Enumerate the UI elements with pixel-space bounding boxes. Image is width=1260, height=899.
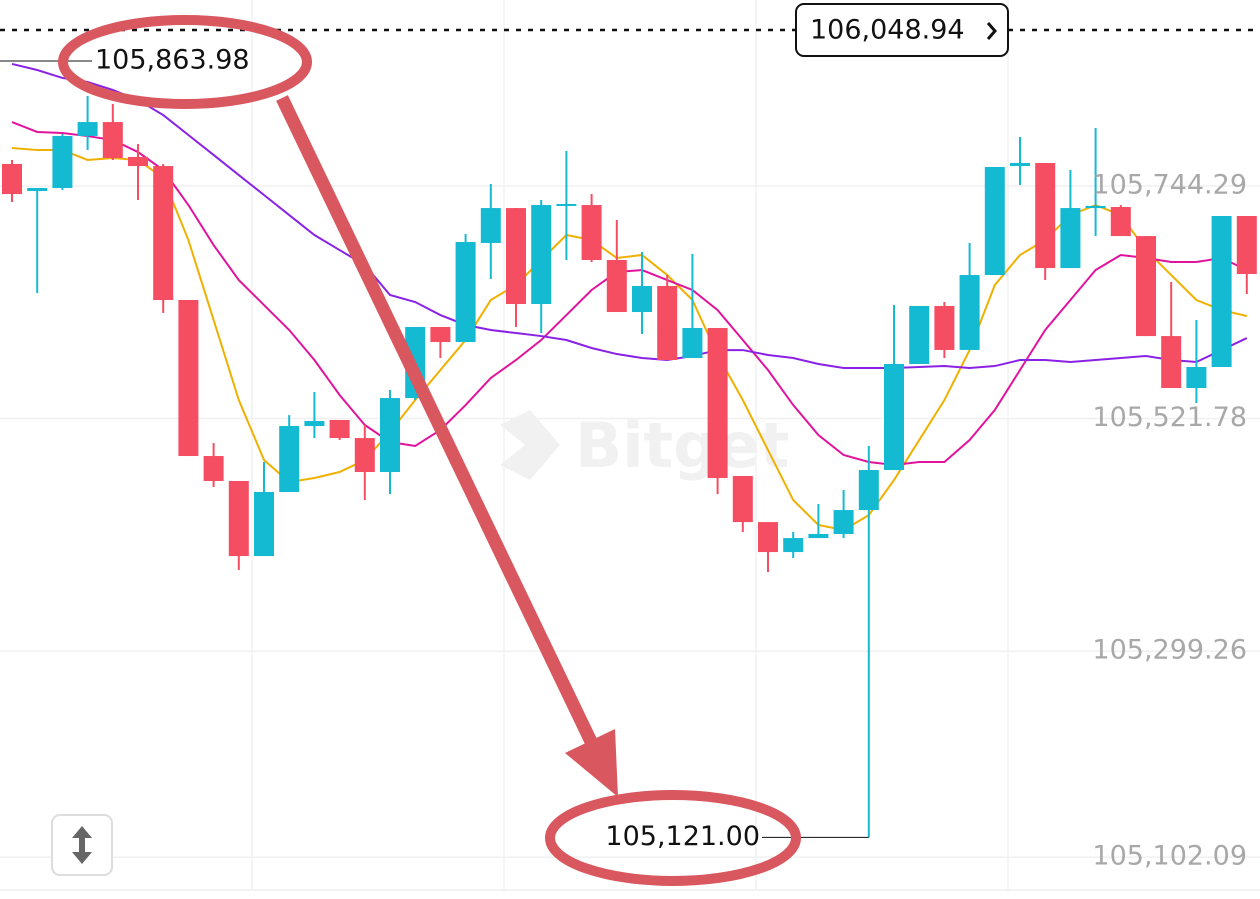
candle-body <box>531 205 552 304</box>
candle-body <box>2 163 22 195</box>
candle-body <box>657 286 678 360</box>
highlight-arrowhead <box>565 729 618 797</box>
scale-icon <box>72 826 92 864</box>
highlight-ellipse <box>545 790 801 886</box>
candle-body <box>1060 208 1081 269</box>
candle-body <box>329 419 350 439</box>
candle-body <box>1211 215 1232 367</box>
candle-body <box>506 208 526 304</box>
candle-body <box>1136 236 1156 337</box>
watermark: Bitget <box>500 409 789 482</box>
ma-line <box>11 62 1248 370</box>
candle-body <box>153 166 174 301</box>
candle-body <box>1110 207 1131 237</box>
candle-body <box>808 533 829 539</box>
candles <box>2 96 1257 838</box>
last-price-label: 106,048.94 <box>810 15 965 46</box>
candle-body <box>556 203 577 206</box>
candle-body <box>758 522 778 553</box>
candle-body <box>606 259 627 313</box>
scale-icon <box>79 838 85 852</box>
candle-body <box>783 538 804 553</box>
y-tick-label: 105,744.29 <box>1092 170 1247 201</box>
candle-body <box>102 122 123 159</box>
candle-body <box>1161 336 1182 389</box>
candle-body <box>884 363 904 471</box>
y-tick-label: 105,299.26 <box>1092 635 1247 666</box>
candle-body <box>480 208 501 243</box>
candle-body <box>77 122 98 136</box>
max-label: 105,863.98 <box>95 44 250 75</box>
candle-body <box>682 328 703 359</box>
highlight-ellipse <box>58 15 312 109</box>
candle-body <box>984 166 1005 276</box>
candle-body <box>430 326 451 343</box>
candle-body <box>1236 215 1257 274</box>
watermark-text: Bitget <box>575 409 789 482</box>
candle-body <box>279 426 300 492</box>
candle-body <box>934 305 955 350</box>
candle-body <box>632 286 652 313</box>
candle-body <box>707 328 728 478</box>
candle-body <box>1186 366 1207 389</box>
y-tick-label: 105,102.09 <box>1092 841 1247 872</box>
candle-body <box>380 398 400 473</box>
candle-body <box>228 481 249 557</box>
candle-body <box>959 275 980 350</box>
candle-body <box>304 421 325 427</box>
candle-body <box>178 300 199 457</box>
candle-body <box>732 475 753 523</box>
candle-body <box>52 135 73 188</box>
y-axis: 105,744.29 105,521.78 105,299.26 105,102.09 <box>1092 170 1247 872</box>
y-tick-label: 105,521.78 <box>1092 402 1247 433</box>
candle-body <box>581 205 602 260</box>
ma-line <box>11 121 1248 467</box>
last-price-box[interactable] <box>795 3 1009 57</box>
highlight-arrow <box>276 95 602 755</box>
chevron-icon <box>986 22 997 40</box>
candle-body <box>254 491 274 557</box>
candle-body <box>354 438 375 473</box>
watermark-logo <box>500 410 560 480</box>
candle-body <box>1010 163 1030 167</box>
candle-body <box>128 156 148 167</box>
min-label: 105,121.00 <box>605 821 760 852</box>
candle-body <box>203 456 224 482</box>
candle-body <box>1035 163 1056 269</box>
candle-body <box>858 470 879 511</box>
candle-body <box>27 187 48 192</box>
candle-body <box>833 510 854 534</box>
candle-body <box>909 305 930 364</box>
candle-body <box>455 242 476 343</box>
candle-body <box>1085 205 1106 209</box>
annotations: 105,863.98 105,121.00 <box>0 44 869 852</box>
